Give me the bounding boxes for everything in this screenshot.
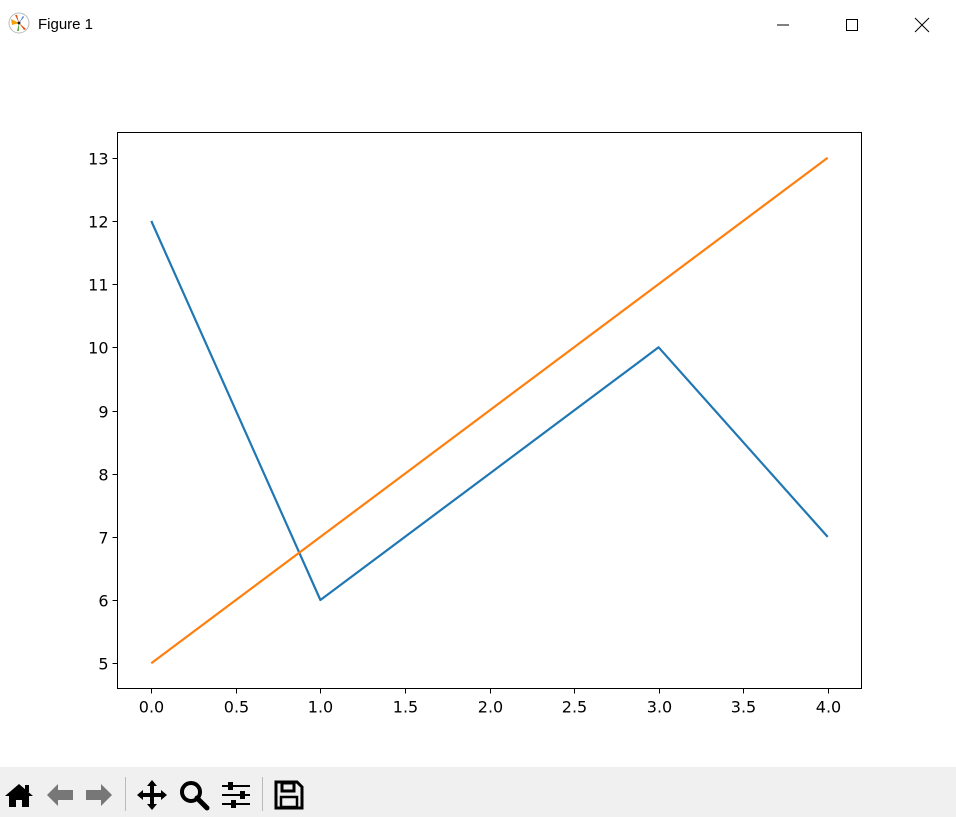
maximize-icon	[846, 19, 858, 31]
x-tick-label: 4.0	[816, 698, 841, 717]
x-tick-label: 1.0	[308, 698, 333, 717]
minimize-icon	[777, 24, 789, 26]
x-tick-label: 3.0	[647, 698, 672, 717]
x-tick-label: 3.5	[731, 698, 756, 717]
figure-canvas[interactable]: 0.0 0.5 1.0 1.5 2.0 2.5 3.0 3.5 4.0 5 6 7 8 9 10 11 12 13	[0, 50, 956, 767]
axes-frame	[117, 132, 862, 689]
y-tick-label: 7	[98, 529, 108, 548]
configure-subplots-icon[interactable]	[220, 779, 252, 811]
save-icon[interactable]	[273, 779, 305, 811]
home-icon[interactable]	[3, 779, 35, 811]
x-tick-label: 0.0	[139, 698, 164, 717]
zoom-icon[interactable]	[178, 779, 210, 811]
series-line-2	[150, 156, 829, 665]
matplotlib-logo-icon	[8, 12, 30, 34]
close-icon	[914, 17, 930, 33]
toolbar-separator	[125, 777, 126, 811]
title-bar: Figure 1	[0, 0, 956, 50]
y-tick-label: 10	[88, 339, 108, 358]
minimize-button[interactable]	[760, 0, 806, 50]
pan-icon[interactable]	[136, 779, 168, 811]
series-line-1	[150, 220, 829, 602]
close-button[interactable]	[899, 0, 945, 50]
y-tick-label: 12	[88, 213, 108, 232]
x-tick-label: 2.5	[562, 698, 587, 717]
toolbar-separator	[262, 777, 263, 811]
y-tick-label: 8	[98, 466, 108, 485]
back-icon[interactable]	[44, 779, 76, 811]
window-title: Figure 1	[38, 16, 94, 33]
forward-icon[interactable]	[83, 779, 115, 811]
navigation-toolbar	[0, 767, 956, 817]
x-tick-label: 1.5	[393, 698, 418, 717]
y-tick-label: 6	[98, 592, 108, 611]
y-tick-label: 9	[98, 403, 108, 422]
x-tick-label: 2.0	[478, 698, 503, 717]
maximize-button[interactable]	[829, 0, 875, 50]
y-tick-label: 5	[98, 655, 108, 674]
x-tick-label: 0.5	[224, 698, 249, 717]
y-tick-label: 13	[88, 150, 108, 169]
y-tick-label: 11	[88, 276, 108, 295]
